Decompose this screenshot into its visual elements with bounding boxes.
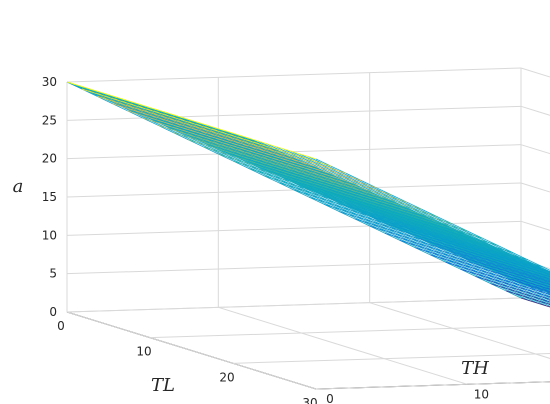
- mesh-line: [142, 117, 392, 196]
- mesh-line: [97, 96, 347, 174]
- mesh-line: [369, 225, 550, 283]
- mesh-line: [399, 240, 550, 288]
- wall-gridline: [520, 67, 550, 78]
- mesh-line: [233, 160, 483, 239]
- mesh-line: [324, 204, 550, 275]
- mesh-line: [520, 297, 550, 308]
- floor-gridline: [369, 302, 550, 359]
- mesh-line: [384, 232, 550, 285]
- z-tick-label: 20: [42, 152, 57, 166]
- mesh-line: [339, 211, 550, 278]
- mesh-surface-2: [66, 81, 550, 294]
- wall-gridline: [66, 67, 522, 83]
- z-tick-label: 5: [49, 267, 57, 281]
- z-tick-label: 15: [42, 190, 57, 204]
- z-axis-label: a: [13, 176, 24, 197]
- y-axis-label: TH: [461, 358, 489, 379]
- x-tick-label: 30: [302, 396, 317, 404]
- mesh-line: [430, 254, 550, 293]
- mesh-line: [308, 196, 550, 273]
- floor-gridline: [66, 311, 317, 390]
- x-tick-label: 20: [219, 370, 234, 384]
- y-tick-label: 0: [326, 392, 334, 404]
- mesh-line: [354, 218, 550, 280]
- mesh-line: [263, 175, 513, 253]
- mesh-line: [203, 146, 453, 225]
- floor-gridline: [218, 306, 468, 385]
- mesh-line: [414, 247, 550, 290]
- mesh-line: [157, 124, 407, 203]
- z-tick-label: 0: [49, 305, 57, 319]
- x-tick-label: 0: [57, 319, 65, 333]
- wall-gridline: [520, 144, 550, 155]
- y-axis-line: [315, 381, 550, 390]
- mesh-line: [187, 139, 438, 217]
- mesh-line: [218, 153, 468, 232]
- floor-gridline: [315, 381, 550, 390]
- mesh-line: [278, 182, 529, 261]
- mesh-line: [248, 168, 498, 246]
- mesh-line: [475, 276, 550, 300]
- wall-gridline: [520, 182, 550, 193]
- z-tick-label: 10: [42, 228, 57, 242]
- x-axis-label: TL: [151, 375, 175, 396]
- floor-gridline: [232, 353, 550, 364]
- mesh-line: [445, 261, 550, 295]
- tick-labels: 05101520253001020300102030: [42, 75, 489, 404]
- mesh-line: [112, 103, 362, 181]
- mesh-line: [460, 268, 550, 298]
- z-tick-label: 25: [42, 113, 57, 127]
- wall-gridline: [520, 105, 550, 116]
- mesh-line: [127, 110, 377, 189]
- mesh-line: [490, 283, 550, 303]
- floor-gridline: [149, 324, 550, 339]
- floor-gridline: [520, 297, 550, 308]
- mesh-surfaces: [66, 81, 550, 308]
- mesh-line: [66, 81, 317, 160]
- mesh-line: [172, 132, 423, 210]
- y-tick-label: 10: [474, 387, 489, 401]
- x-tick-label: 10: [136, 345, 151, 359]
- z-tick-label: 30: [42, 75, 57, 89]
- mesh-surface-1: [66, 81, 550, 308]
- wall-gridline: [520, 297, 550, 308]
- mesh-line: [81, 88, 332, 167]
- mesh-line: [293, 189, 544, 268]
- wall-gridline: [66, 144, 522, 160]
- mesh-line: [505, 290, 550, 305]
- wall-gridline: [66, 297, 522, 313]
